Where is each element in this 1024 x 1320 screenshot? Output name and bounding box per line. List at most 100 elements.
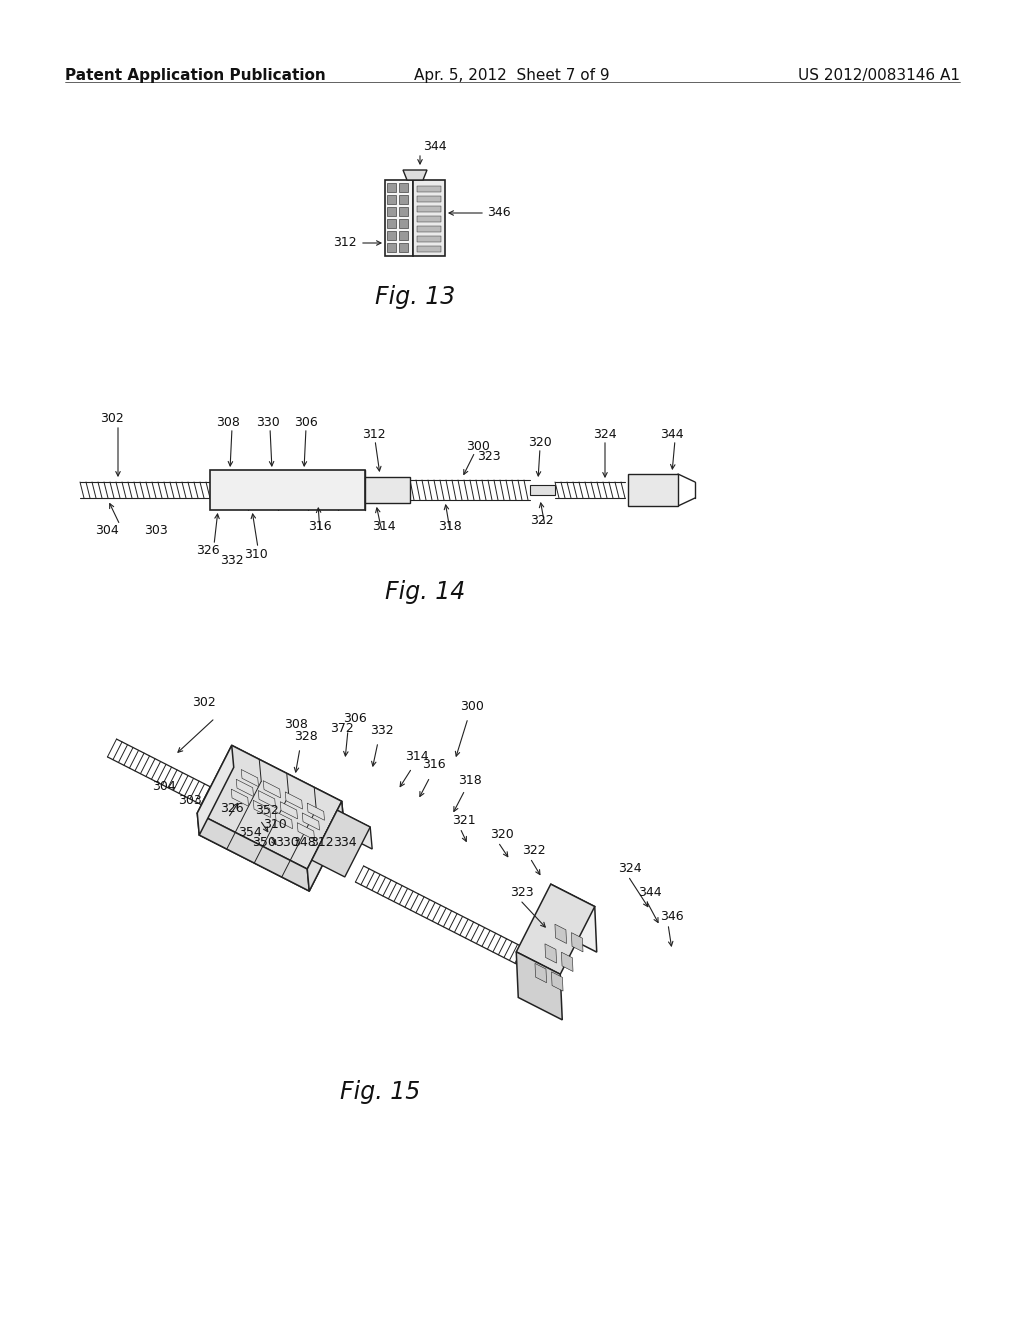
Polygon shape [551, 884, 597, 952]
Text: 320: 320 [528, 436, 552, 449]
Text: 320: 320 [490, 828, 514, 841]
Polygon shape [200, 767, 344, 891]
Text: 316: 316 [308, 520, 332, 533]
Text: 306: 306 [343, 711, 367, 725]
Polygon shape [198, 746, 233, 836]
Text: 314: 314 [372, 520, 395, 533]
Bar [387, 195, 396, 205]
Text: 346: 346 [487, 206, 511, 219]
Text: 308: 308 [284, 718, 308, 731]
Polygon shape [198, 813, 309, 891]
Polygon shape [253, 800, 270, 817]
Text: 328: 328 [294, 730, 317, 743]
Bar [417, 206, 441, 213]
Polygon shape [516, 952, 562, 1020]
Text: 330: 330 [256, 416, 280, 429]
Polygon shape [555, 924, 566, 944]
Bar [385, 180, 413, 256]
Text: 324: 324 [618, 862, 642, 874]
Polygon shape [403, 170, 427, 180]
Bar [628, 474, 678, 506]
Text: 334: 334 [333, 836, 356, 849]
Text: 321: 321 [452, 813, 475, 826]
Polygon shape [237, 779, 254, 796]
Polygon shape [337, 810, 372, 849]
Bar [417, 216, 441, 222]
Bar [530, 484, 555, 495]
Text: 304: 304 [95, 524, 119, 536]
Text: 302: 302 [100, 412, 124, 425]
Text: 316: 316 [422, 759, 445, 771]
Text: 324: 324 [593, 428, 616, 441]
Text: 344: 344 [660, 428, 684, 441]
Text: 312: 312 [333, 236, 356, 249]
Text: 312: 312 [362, 428, 386, 441]
Polygon shape [545, 944, 556, 964]
Polygon shape [242, 770, 258, 787]
Polygon shape [307, 803, 325, 820]
Polygon shape [307, 801, 344, 891]
Polygon shape [286, 792, 302, 809]
Text: Fig. 14: Fig. 14 [385, 579, 465, 605]
Text: 304: 304 [152, 780, 176, 793]
Text: 332: 332 [220, 553, 244, 566]
Polygon shape [258, 791, 275, 808]
Bar [387, 243, 396, 252]
Text: 323: 323 [477, 450, 501, 462]
Text: 302: 302 [193, 697, 216, 710]
Text: 330: 330 [275, 836, 299, 849]
Polygon shape [571, 933, 583, 952]
Text: 323: 323 [510, 887, 534, 899]
Text: 348: 348 [292, 836, 315, 849]
Bar [210, 470, 365, 510]
Bar [417, 226, 441, 232]
Text: 344: 344 [423, 140, 446, 153]
Polygon shape [535, 964, 547, 982]
Polygon shape [561, 952, 573, 972]
Text: 300: 300 [460, 700, 484, 713]
Text: Fig. 13: Fig. 13 [375, 285, 455, 309]
Text: 308: 308 [216, 416, 240, 429]
Text: 350: 350 [252, 836, 275, 849]
Bar [399, 231, 408, 240]
Polygon shape [231, 789, 249, 807]
Bar [365, 477, 410, 503]
Bar [387, 183, 396, 191]
Text: 303: 303 [144, 524, 168, 536]
Bar [387, 219, 396, 228]
Bar [413, 180, 445, 256]
Polygon shape [297, 822, 314, 840]
Polygon shape [516, 884, 595, 974]
Text: 322: 322 [522, 843, 546, 857]
Polygon shape [263, 780, 281, 797]
Text: 346: 346 [660, 909, 684, 923]
Text: 312: 312 [310, 836, 334, 849]
Polygon shape [198, 746, 342, 869]
Polygon shape [311, 810, 371, 876]
Text: 303: 303 [178, 793, 202, 807]
Text: Apr. 5, 2012  Sheet 7 of 9: Apr. 5, 2012 Sheet 7 of 9 [414, 69, 610, 83]
Polygon shape [281, 801, 298, 818]
Text: 344: 344 [638, 886, 662, 899]
Text: 310: 310 [263, 818, 287, 832]
Bar [417, 186, 441, 191]
Text: 318: 318 [458, 774, 481, 787]
Polygon shape [231, 746, 344, 824]
Polygon shape [302, 813, 319, 830]
Bar [399, 243, 408, 252]
Text: Fig. 15: Fig. 15 [340, 1080, 420, 1104]
Bar [399, 207, 408, 216]
Bar [399, 219, 408, 228]
Text: 326: 326 [196, 544, 219, 557]
Text: 310: 310 [244, 548, 267, 561]
Text: 306: 306 [294, 416, 317, 429]
Text: Patent Application Publication: Patent Application Publication [65, 69, 326, 83]
Text: US 2012/0083146 A1: US 2012/0083146 A1 [798, 69, 961, 83]
Text: 300: 300 [466, 440, 489, 453]
Bar [387, 231, 396, 240]
Polygon shape [275, 812, 293, 829]
Polygon shape [552, 972, 563, 991]
Text: 314: 314 [406, 750, 429, 763]
Bar [417, 246, 441, 252]
Text: 322: 322 [530, 515, 554, 528]
